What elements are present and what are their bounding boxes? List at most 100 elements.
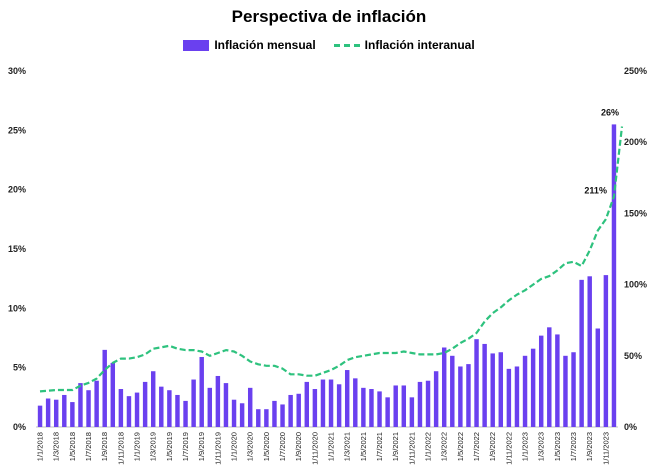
- bar-monthly: [587, 276, 592, 427]
- x-tick-label: 1/11/2019: [213, 432, 222, 465]
- bar-monthly: [538, 335, 544, 427]
- x-tick-label: 1/1/2022: [424, 432, 433, 461]
- x-tick-label: 1/9/2018: [100, 432, 109, 461]
- x-tick-label: 1/5/2021: [359, 432, 368, 461]
- bar-monthly: [336, 384, 342, 427]
- bar-monthly: [118, 389, 124, 427]
- bar-monthly: [450, 355, 455, 427]
- x-tick-label: 1/7/2023: [569, 432, 578, 461]
- bar-monthly: [530, 348, 536, 427]
- y-right-tick-label: 0%: [624, 422, 637, 432]
- bar-monthly: [409, 397, 415, 427]
- x-tick-label: 1/7/2021: [375, 432, 384, 461]
- legend-swatch-line: [333, 43, 360, 47]
- bar-monthly: [474, 339, 479, 427]
- x-tick-label: 1/11/2021: [407, 432, 416, 465]
- bar-monthly: [256, 409, 261, 427]
- bar-monthly: [102, 349, 107, 427]
- bar-monthly: [547, 327, 552, 427]
- bar-monthly: [110, 362, 116, 427]
- bar-monthly: [280, 404, 285, 427]
- x-tick-label: 1/11/2023: [601, 432, 610, 465]
- bar-monthly: [37, 405, 43, 427]
- x-tick-label: 1/3/2021: [343, 432, 352, 461]
- bars-layer: [37, 124, 617, 428]
- y-left-tick-label: 0%: [13, 422, 26, 432]
- bar-monthly: [393, 385, 398, 427]
- chart-title: Perspectiva de inflación: [231, 7, 427, 26]
- x-tick-label: 1/1/2021: [327, 432, 336, 461]
- bar-monthly: [62, 394, 67, 427]
- y-left-tick-label: 20%: [8, 185, 26, 195]
- y-left-tick-label: 25%: [8, 125, 26, 135]
- x-tick-label: 1/9/2023: [585, 432, 594, 461]
- bar-monthly: [458, 366, 463, 427]
- bar-monthly: [579, 279, 584, 427]
- y-right-tick-label: 150%: [624, 208, 647, 218]
- bar-monthly: [272, 400, 277, 427]
- bar-monthly: [183, 400, 188, 427]
- bar-monthly: [514, 366, 520, 427]
- bar-monthly: [312, 389, 318, 427]
- bar-monthly: [199, 356, 204, 427]
- x-tick-label: 1/9/2021: [391, 432, 400, 461]
- x-tick-label: 1/3/2019: [149, 432, 158, 461]
- bar-monthly: [134, 392, 140, 427]
- y-left-tick-label: 15%: [8, 244, 26, 254]
- axes-layer: 0% 5% 10% 15% 20% 25% 30% 0% 50% 100% 150% 200% 250%…: [8, 66, 647, 465]
- x-tick-label: 1/7/2022: [472, 432, 481, 461]
- x-tick-label: 1/3/2018: [52, 432, 61, 461]
- bar-monthly: [571, 352, 576, 427]
- y-right-tick-label: 200%: [624, 137, 647, 147]
- bar-monthly: [377, 391, 382, 427]
- legend-item-monthly: Inflación mensual: [183, 38, 316, 52]
- bar-monthly: [78, 383, 83, 427]
- bar-monthly: [167, 390, 172, 427]
- x-tick-label: 1/3/2023: [537, 432, 546, 461]
- bar-monthly: [353, 378, 358, 427]
- x-tick-label: 1/1/2020: [230, 432, 239, 461]
- bar-monthly: [595, 328, 601, 427]
- bar-monthly: [482, 343, 487, 427]
- x-tick-label: 1/5/2019: [165, 432, 174, 461]
- bar-monthly: [53, 399, 59, 427]
- bar-monthly: [401, 385, 407, 427]
- bar-monthly: [45, 398, 51, 427]
- line-annual: [39, 126, 624, 393]
- x-tick-label: 1/5/2018: [68, 432, 77, 461]
- bar-monthly: [563, 355, 568, 427]
- legend-item-annual: Inflación interanual: [333, 38, 475, 52]
- bar-monthly: [555, 334, 560, 427]
- y-right-tick-label: 50%: [624, 351, 642, 361]
- x-tick-label: 1/9/2019: [197, 432, 206, 461]
- bar-monthly: [239, 403, 245, 427]
- x-tick-label: 1/1/2023: [521, 432, 530, 461]
- bar-monthly: [328, 379, 334, 427]
- legend-swatch-bar: [183, 39, 210, 51]
- bar-monthly: [304, 381, 310, 427]
- bar-monthly: [86, 390, 91, 427]
- bar-monthly: [94, 380, 99, 427]
- bar-monthly: [425, 380, 431, 427]
- bar-monthly: [142, 381, 148, 427]
- bar-monthly: [126, 396, 132, 427]
- y-left-tick-label: 10%: [8, 303, 26, 313]
- chart-legend: Inflación mensual Inflación interanual: [0, 38, 658, 52]
- bar-monthly: [498, 352, 504, 427]
- x-tick-label: 1/7/2020: [278, 432, 287, 461]
- x-tick-label: 1/1/2018: [36, 432, 45, 461]
- bar-monthly: [385, 397, 390, 427]
- bar-monthly: [417, 381, 423, 427]
- x-tick-label: 1/5/2022: [456, 432, 465, 461]
- x-tick-label: 1/11/2022: [504, 432, 513, 465]
- bar-monthly: [344, 370, 350, 427]
- y-right-tick-label: 100%: [624, 280, 647, 290]
- bar-monthly: [361, 387, 366, 427]
- x-tick-label: 1/5/2023: [553, 432, 562, 461]
- legend-label-monthly: Inflación mensual: [214, 38, 316, 52]
- bar-monthly: [603, 275, 609, 427]
- bar-monthly: [490, 353, 495, 427]
- bar-monthly: [223, 383, 229, 427]
- bar-monthly: [611, 124, 617, 428]
